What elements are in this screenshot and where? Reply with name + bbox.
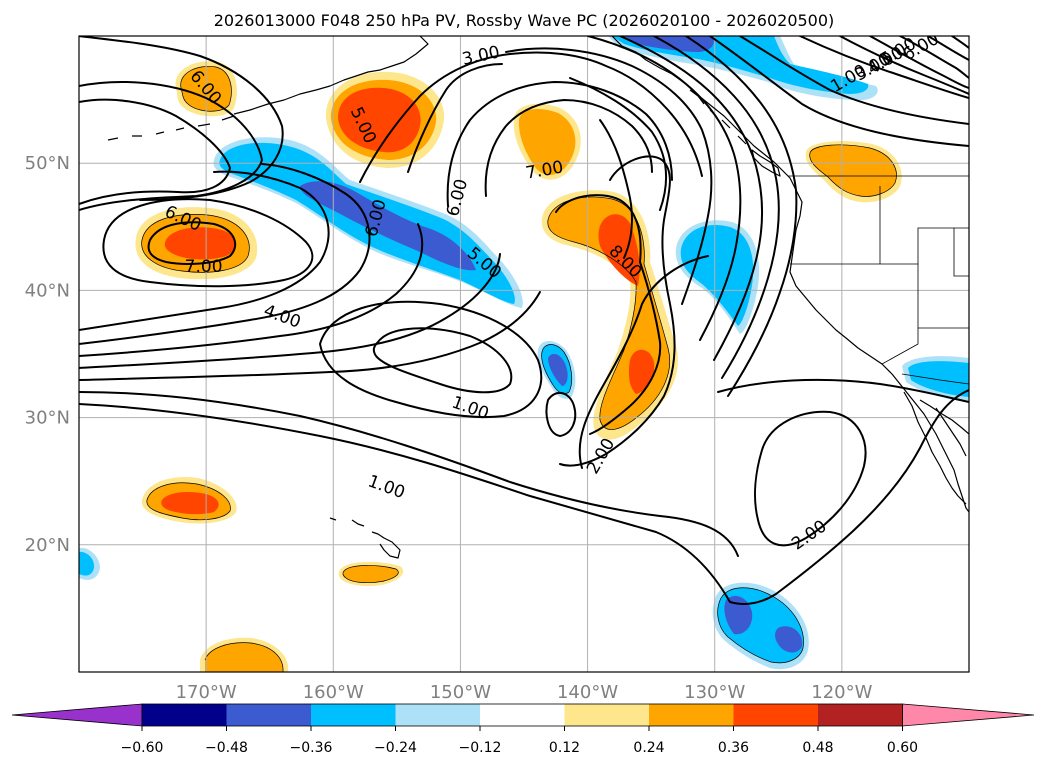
contour-5-ridge (407, 63, 503, 173)
pv-contours (79, 36, 969, 605)
contour-1-small (545, 391, 577, 437)
lon-tick-label: 140°W (557, 682, 618, 703)
contour-ne-7 (739, 36, 969, 125)
lat-tick-label: 40°N (25, 280, 70, 301)
contour-2-south (79, 389, 969, 605)
contour-2-closed-east (754, 410, 867, 547)
contour-dateline-high (79, 36, 284, 201)
contour-5-north-west (79, 81, 263, 211)
baja-peninsula (903, 391, 967, 505)
contour-ne-3 (869, 36, 969, 89)
colorbar-segment (142, 704, 227, 726)
state-borders (790, 186, 969, 385)
contour-1-east (717, 378, 969, 403)
colorbar-tick-label: 0.60 (887, 740, 918, 756)
colorbar-segment (226, 704, 311, 726)
contour-3-zonal (79, 223, 424, 357)
mexico-mainland (919, 399, 969, 435)
contour-label: 7.00 (185, 257, 223, 277)
plot-title: 2026013000 F048 250 hPa PV, Rossby Wave … (214, 11, 835, 30)
colorbar: −0.60 −0.48 −0.36 −0.24 −0.12 0.12 0.24 0.36 0.4… (11, 703, 1035, 756)
lon-tick-label: 170°W (176, 682, 237, 703)
positive-anomaly-gulf-alaska (325, 71, 445, 168)
contour-7-ridge (484, 99, 653, 197)
colorbar-segment (818, 704, 903, 726)
contour-6-north-west (79, 98, 231, 205)
contour-trough-1 (599, 119, 633, 259)
lon-tick-label: 120°W (811, 682, 872, 703)
colorbar-extend-max (902, 703, 1035, 727)
contour-trough-7 (685, 36, 798, 397)
contour-ridge-closed (559, 155, 676, 467)
colorbar-tick-label: −0.36 (290, 740, 333, 756)
colorbar-tick-label: 0.24 (633, 740, 664, 756)
political-borders (788, 175, 969, 385)
contour-1-low (319, 300, 543, 419)
lat-tick-label: 30°N (25, 408, 70, 429)
positive-anomaly-central (513, 103, 581, 180)
lat-tick-label: 20°N (25, 535, 70, 556)
positive-anomaly-oregon (805, 141, 902, 203)
positive-anomaly-ridge-axis (541, 190, 678, 440)
negative-anomaly-west-edge (79, 547, 100, 580)
hawaii-islands (329, 517, 401, 559)
contour-6-dateline (102, 198, 314, 288)
pv-anomaly-shading (79, 36, 969, 672)
contour-1-zonal (79, 291, 541, 381)
contour-ne-8 (709, 36, 969, 147)
colorbar-segment (649, 704, 734, 726)
contour-closed-low (372, 327, 513, 394)
lon-tick-label: 130°W (684, 682, 745, 703)
contour-2-ridge-south (578, 255, 709, 469)
contour-ne-6 (951, 36, 969, 49)
contour-6-ridge (446, 81, 673, 207)
contour-trough-4 (587, 36, 742, 341)
vancouver-island (751, 149, 781, 177)
contour-ne-4 (899, 36, 969, 79)
alaska-coastline (233, 36, 429, 115)
lon-tick-label: 150°W (430, 682, 491, 703)
contour-5-zonal (79, 170, 330, 331)
contour-label-text: 7.00 (185, 257, 223, 277)
contour-8-ridge (555, 194, 662, 435)
contour-ne-1 (799, 36, 969, 99)
positive-anomaly-south-west (141, 476, 237, 524)
colorbar-segment (480, 704, 565, 726)
contour-trough-3 (505, 47, 713, 305)
contour-trough-2 (569, 77, 668, 211)
colorbar-segment (564, 704, 649, 726)
colorbar-tick-label: −0.12 (459, 740, 502, 756)
colorbar-tick-label: −0.60 (121, 740, 164, 756)
contour-3-ridge (359, 51, 703, 183)
colorbar-segment (311, 704, 396, 726)
colorbar-tick-label: −0.48 (205, 740, 248, 756)
colorbar-tick-label: 0.48 (802, 740, 833, 756)
colorbar-extend-min (11, 703, 143, 727)
map-frame (78, 35, 970, 673)
contour-trough-5 (619, 36, 763, 361)
axis-labels: 170°W 160°W 150°W 140°W 130°W 120°W 20°N 30°N 40… (25, 153, 873, 703)
colorbar-tick-label: 0.12 (549, 740, 580, 756)
lat-tick-label: 50°N (25, 153, 70, 174)
contour-ne-2 (839, 36, 969, 95)
contour-7-dateline (147, 221, 237, 265)
contour-2-zonal (79, 253, 501, 369)
lon-tick-label: 160°W (303, 682, 364, 703)
contour-ne-5 (927, 36, 969, 61)
contour-trough-6 (653, 36, 780, 379)
colorbar-tick-label: −0.24 (374, 740, 417, 756)
aleutian-islands (107, 115, 235, 141)
colorbar-tick-label: 0.36 (718, 740, 749, 756)
contour-1-south (79, 391, 739, 557)
contour-4-zonal (79, 163, 371, 345)
colorbar-segment (733, 704, 818, 726)
gulf-of-california (935, 407, 967, 457)
colorbar-segment (395, 704, 480, 726)
colorbar-frame (141, 703, 903, 727)
